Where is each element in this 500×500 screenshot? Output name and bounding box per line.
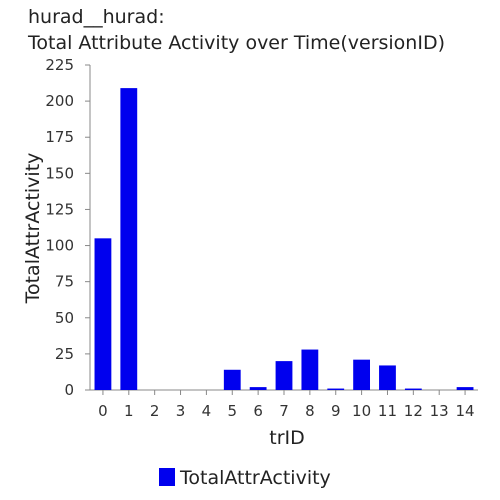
chart-axes — [85, 64, 478, 395]
y-tick-label: 125 — [45, 200, 74, 218]
x-tick-label: 7 — [279, 402, 289, 420]
bar — [404, 388, 422, 390]
y-axis-label: TotalAttrActivity — [22, 153, 44, 305]
y-tick-label: 50 — [55, 309, 74, 327]
chart-legend: TotalAttrActivity — [159, 467, 331, 489]
y-tick-label: 75 — [55, 273, 74, 291]
x-tick-labels: 0 1 2 3 4 5 6 7 8 9 10 11 12 13 14 — [98, 402, 474, 420]
bar — [301, 349, 319, 390]
y-tick-label: 150 — [45, 164, 74, 182]
x-tick-label: 5 — [227, 402, 237, 420]
y-tick-labels: 0 25 50 75 100 125 150 175 200 225 — [45, 56, 74, 399]
x-tick-label: 14 — [456, 402, 475, 420]
legend-label: TotalAttrActivity — [179, 467, 331, 489]
bar — [379, 365, 396, 390]
x-axis-label: trID — [269, 427, 305, 449]
x-tick-label: 3 — [176, 402, 186, 420]
x-tick-label: 10 — [352, 402, 371, 420]
x-tick-label: 4 — [202, 402, 212, 420]
x-tick-label: 1 — [124, 402, 134, 420]
y-tick-label: 25 — [55, 345, 74, 363]
y-tick-label: 100 — [45, 237, 74, 255]
x-tick-label: 9 — [331, 402, 341, 420]
y-tick-label: 225 — [45, 56, 74, 74]
bar — [353, 359, 371, 390]
y-tick-label: 200 — [45, 92, 74, 110]
bar — [94, 238, 112, 390]
x-tick-label: 2 — [150, 402, 160, 420]
y-tick-label: 175 — [45, 128, 74, 146]
x-tick-label: 11 — [378, 402, 397, 420]
bar — [275, 361, 293, 390]
chart-title-line-1: hurad__hurad: — [28, 6, 165, 28]
y-tick-label: 0 — [64, 381, 74, 399]
x-tick-label: 13 — [430, 402, 449, 420]
x-tick-label: 8 — [305, 402, 315, 420]
x-tick-label: 0 — [98, 402, 108, 420]
bar — [223, 369, 241, 390]
bar — [456, 387, 474, 390]
legend-swatch — [159, 468, 175, 486]
bar — [327, 388, 345, 390]
chart-bars — [94, 88, 474, 390]
bar — [120, 88, 138, 390]
x-tick-label: 6 — [253, 402, 263, 420]
x-tick-label: 12 — [404, 402, 423, 420]
chart-title-line-2: Total Attribute Activity over Time(versi… — [28, 32, 445, 54]
bar — [249, 387, 267, 390]
